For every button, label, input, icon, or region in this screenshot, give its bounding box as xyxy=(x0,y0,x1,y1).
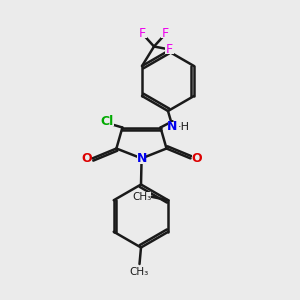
Text: CH₃: CH₃ xyxy=(133,192,152,202)
Bar xyxy=(131,268,148,277)
Bar xyxy=(138,29,147,38)
Bar xyxy=(134,192,151,201)
Bar xyxy=(168,122,184,131)
Text: N: N xyxy=(136,152,147,166)
Text: F: F xyxy=(166,43,173,56)
Text: ·H: ·H xyxy=(178,122,190,132)
Bar xyxy=(137,154,146,164)
Text: F: F xyxy=(139,27,146,40)
Bar xyxy=(192,154,201,163)
Text: Cl: Cl xyxy=(100,115,113,128)
Text: O: O xyxy=(81,152,92,165)
Text: CH₃: CH₃ xyxy=(130,267,149,278)
Bar xyxy=(165,45,174,54)
Bar xyxy=(100,117,113,126)
Text: F: F xyxy=(162,27,169,40)
Text: N: N xyxy=(167,120,178,133)
Text: O: O xyxy=(191,152,202,165)
Bar xyxy=(82,154,91,163)
Bar xyxy=(161,29,170,38)
